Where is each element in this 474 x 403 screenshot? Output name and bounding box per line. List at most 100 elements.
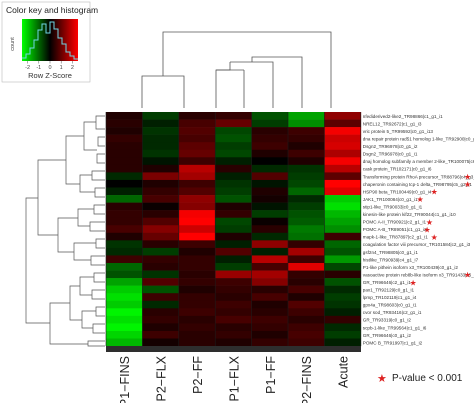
color-key-tick-label: 1 <box>60 65 63 71</box>
heatmap-cell <box>215 263 252 271</box>
heatmap-cell <box>106 210 143 218</box>
heatmap-cell <box>106 247 143 256</box>
heatmap-cell <box>324 217 362 226</box>
heatmap-cell <box>106 202 143 211</box>
heatmap-cell <box>178 330 216 339</box>
heatmap-cell <box>324 270 362 279</box>
heatmap-cell <box>106 285 143 294</box>
heatmap-cell <box>324 164 362 173</box>
heatmap-cell <box>178 308 216 317</box>
heatmap-cell <box>251 308 289 317</box>
heatmap-cell <box>251 330 289 339</box>
heatmap-cell <box>142 112 180 120</box>
heatmap-cell <box>178 149 216 158</box>
heatmap-cell <box>288 179 325 188</box>
heatmap-cell <box>142 255 180 264</box>
heatmap-cell <box>178 285 216 294</box>
legend-label: P-value < 0.001 <box>392 373 463 384</box>
row-label: Dsgn2_TR96978|c0_g1_i1 <box>363 152 418 157</box>
heatmap-cell <box>178 217 216 226</box>
heatmap-cell <box>178 300 216 309</box>
row-label: mapk-1-like_TR87897|c2_g1_i1 <box>363 235 428 240</box>
heatmap-cell <box>288 134 325 143</box>
heatmap-cell <box>215 164 252 173</box>
heatmap-cell <box>215 293 252 302</box>
heatmap-cell <box>142 240 180 249</box>
heatmap-cell <box>251 195 289 203</box>
row-label: kinesin-like protein kif22_TR90044|c1_g1… <box>363 212 456 217</box>
row-label: JAK1_TR100084|c0_g1_i1 <box>363 197 418 202</box>
heatmap-cell <box>142 300 180 309</box>
column-color-strip <box>106 346 361 352</box>
heatmap-cell <box>142 134 180 143</box>
heatmap-cell <box>215 172 252 181</box>
significance-star: ★ <box>464 180 471 189</box>
heatmap-cell <box>324 210 362 218</box>
heatmap-cell <box>251 247 289 256</box>
legend-star-marker: ★ <box>377 373 387 385</box>
legend: ★ P-value < 0.001 <box>377 373 463 385</box>
color-key-tick-label: -1 <box>36 65 41 71</box>
heatmap-cell <box>106 300 143 309</box>
heatmap-cell <box>142 202 180 211</box>
heatmap-cell <box>251 187 289 196</box>
heatmap-cell <box>288 164 325 173</box>
heatmap-cell <box>142 285 180 294</box>
row-label: Transforming protein RhoA precursor_TR88… <box>363 174 474 179</box>
heatmap-cell <box>142 149 180 158</box>
heatmap-cell <box>251 217 289 226</box>
heatmap-cell <box>288 195 325 203</box>
heatmap-cell <box>288 187 325 196</box>
heatmap-cell <box>251 255 289 264</box>
heatmap-cell <box>142 330 180 339</box>
heatmap-cell <box>215 134 252 143</box>
heatmap-cell <box>215 119 252 128</box>
heatmap-cell <box>215 149 252 158</box>
heatmap-cell <box>215 232 252 241</box>
heatmap-cell <box>288 127 325 135</box>
heatmap-cell <box>324 338 362 347</box>
heatmap-cell <box>215 247 252 256</box>
heatmap-cell <box>324 127 362 135</box>
column-label: P2−FINS <box>300 356 314 403</box>
heatmap-cell <box>106 217 143 226</box>
heatmap-cell <box>215 323 252 332</box>
heatmap-cell <box>288 308 325 317</box>
heatmap-cell <box>324 202 362 211</box>
heatmap-cell <box>288 263 325 271</box>
heatmap-cell <box>142 172 180 181</box>
heatmap-cell <box>251 202 289 211</box>
heatmap-cell <box>288 330 325 339</box>
heatmap-cell <box>142 232 180 241</box>
heatmap-cell <box>288 278 325 286</box>
heatmap-cell <box>142 278 180 286</box>
heatmap-cell <box>251 142 289 151</box>
heatmap-cell <box>288 202 325 211</box>
heatmap-cell <box>251 315 289 324</box>
heatmap-cell <box>215 255 252 264</box>
heatmap-cell <box>106 293 143 302</box>
heatmap-cell <box>324 172 362 181</box>
row-label: lpmp_TR102119|c1_g1_i4 <box>363 295 417 300</box>
heatmap-cell <box>142 142 180 151</box>
heatmap-cell <box>324 247 362 256</box>
heatmap-cell <box>178 240 216 249</box>
column-dendrogram <box>141 31 332 108</box>
heatmap-cell <box>288 300 325 309</box>
heatmap-cell <box>251 240 289 249</box>
heatmap-cell <box>324 300 362 309</box>
row-label: vric protein 5_TR99592|c0_g1_i13 <box>363 129 434 134</box>
column-labels: P1−FINS P2−FLX P2−FF P1−FLX P1−FF P2−FINS Acut… <box>118 355 350 403</box>
heatmap-cell <box>106 308 143 317</box>
heatmap-cell <box>288 247 325 256</box>
heatmap-cell <box>288 142 325 151</box>
row-label: GR_TR96646|c0_g1_i2 <box>363 333 412 338</box>
color-key-ylabel: count <box>10 37 16 51</box>
heatmap-cell <box>178 164 216 173</box>
significance-star: ★ <box>431 188 438 197</box>
significance-star: ★ <box>409 278 416 287</box>
heatmap-cell <box>178 142 216 151</box>
column-label: P1−FF <box>264 356 278 394</box>
heatmap-cell <box>142 308 180 317</box>
